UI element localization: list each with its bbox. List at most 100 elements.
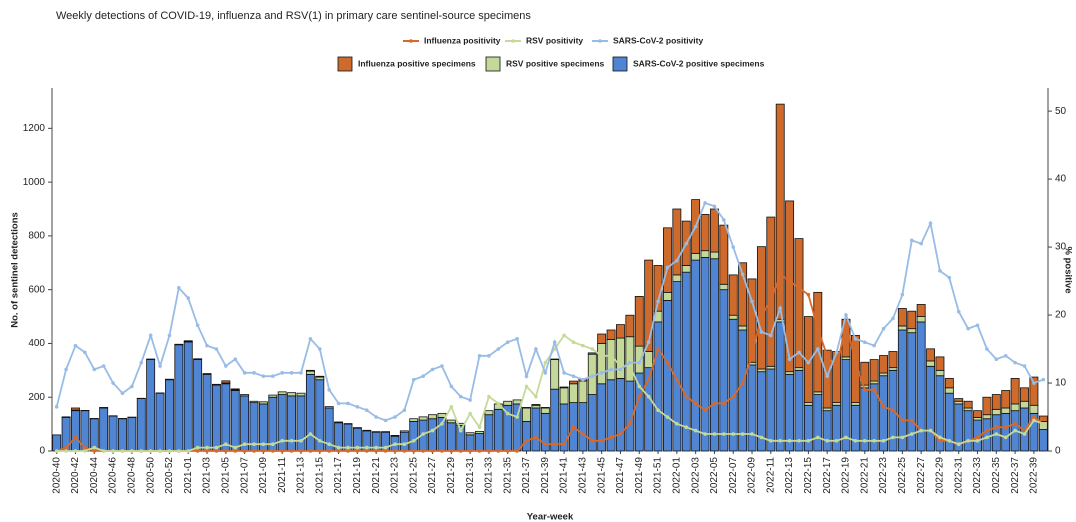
x-tick-label: 2021-33	[484, 457, 495, 494]
line-point	[740, 272, 745, 277]
line-point	[656, 347, 660, 351]
bar-segment	[766, 368, 776, 452]
line-point	[393, 415, 397, 419]
line-point	[712, 204, 717, 209]
line-point	[740, 432, 745, 436]
bar-segment	[136, 398, 146, 452]
line-point	[224, 364, 228, 368]
line-point	[834, 439, 839, 443]
line-point	[947, 275, 952, 280]
bar-segment	[155, 392, 165, 452]
bar-segment	[954, 398, 964, 402]
line-point	[665, 415, 670, 419]
bar-segment	[1001, 407, 1011, 414]
line-point	[769, 333, 773, 338]
bar-segment	[522, 407, 531, 409]
line-point	[289, 439, 294, 443]
line-point	[853, 360, 858, 365]
y-axis-label: No. of sentinel detections	[10, 212, 21, 328]
line-point	[167, 333, 172, 338]
bar-segment	[578, 402, 588, 452]
line-point	[665, 360, 670, 365]
line-point	[139, 360, 144, 365]
bar-segment	[559, 387, 569, 405]
x-tick-label: 2021-23	[390, 457, 401, 494]
bar-segment	[174, 344, 184, 452]
bar-segment	[512, 403, 522, 452]
bar-segment	[756, 246, 766, 370]
legend-label: RSV positive specimens	[506, 58, 605, 68]
line-point	[280, 439, 285, 443]
y-tick-label: 200	[28, 392, 45, 403]
line-point	[956, 442, 961, 447]
line-point	[1032, 415, 1036, 419]
bar-segment	[315, 375, 325, 378]
x-tick-label: 2022-03	[690, 457, 701, 494]
bar-segment	[634, 295, 644, 347]
bar-segment	[578, 380, 588, 404]
bar-segment	[399, 431, 409, 452]
bar-segment	[813, 391, 823, 395]
legend-swatch	[598, 39, 602, 43]
line-point	[158, 449, 162, 453]
line-point	[806, 439, 811, 443]
x-tick-label: 2022-15	[803, 457, 814, 494]
line-point	[355, 445, 360, 450]
line-point	[327, 442, 331, 447]
x-tick-label: 2021-39	[540, 457, 551, 494]
line-point	[815, 435, 820, 440]
line-point	[233, 445, 238, 450]
line-point	[722, 401, 726, 406]
bar-segment	[916, 304, 926, 317]
x-tick-label: 2022-17	[822, 457, 833, 494]
line-point	[985, 435, 989, 440]
line-point	[994, 357, 999, 362]
bar-segment	[963, 407, 973, 412]
bar-segment	[616, 337, 625, 379]
x-tick-label: 2021-03	[202, 457, 213, 494]
bar-segment	[982, 414, 992, 420]
line-point	[778, 439, 783, 443]
line-point	[477, 425, 482, 430]
line-point	[646, 340, 651, 345]
line-point	[308, 337, 313, 341]
line-point	[571, 425, 576, 430]
line-point	[233, 357, 238, 362]
y2-tick-label: 40	[1055, 174, 1067, 185]
bar-segment	[240, 394, 250, 397]
bar-segment	[503, 400, 513, 406]
x-tick-label: 2022-19	[841, 457, 852, 494]
y2-tick-label: 50	[1055, 106, 1067, 117]
line-point	[975, 439, 980, 443]
line-point	[562, 371, 566, 375]
line-point	[609, 435, 613, 440]
line-point	[628, 422, 632, 426]
line-point	[515, 337, 519, 341]
bar-segment	[540, 407, 550, 414]
line-point	[834, 367, 839, 372]
x-tick-label: 2020-42	[70, 457, 81, 494]
line-point	[92, 445, 97, 450]
line-point	[806, 360, 811, 365]
line-point	[393, 449, 397, 453]
bar-segment	[71, 410, 80, 452]
line-point	[111, 449, 115, 453]
line-point	[609, 354, 613, 358]
bar-segment	[879, 372, 889, 377]
bar-segment	[305, 373, 315, 452]
line-point	[195, 445, 200, 450]
x-tick-label: 2022-27	[916, 457, 927, 494]
line-point	[1022, 432, 1027, 436]
bar-segment	[907, 310, 917, 330]
x-tick-label: 2022-13	[784, 457, 795, 494]
bar-segment	[916, 316, 926, 323]
line-point	[411, 377, 416, 382]
line-point	[468, 411, 472, 416]
line-point	[731, 394, 736, 399]
bar-segment	[963, 410, 973, 452]
line-point	[1041, 377, 1046, 382]
line-point	[862, 439, 867, 443]
line-point	[759, 435, 764, 440]
bar-segment	[371, 431, 381, 433]
bar-segment	[108, 415, 118, 452]
